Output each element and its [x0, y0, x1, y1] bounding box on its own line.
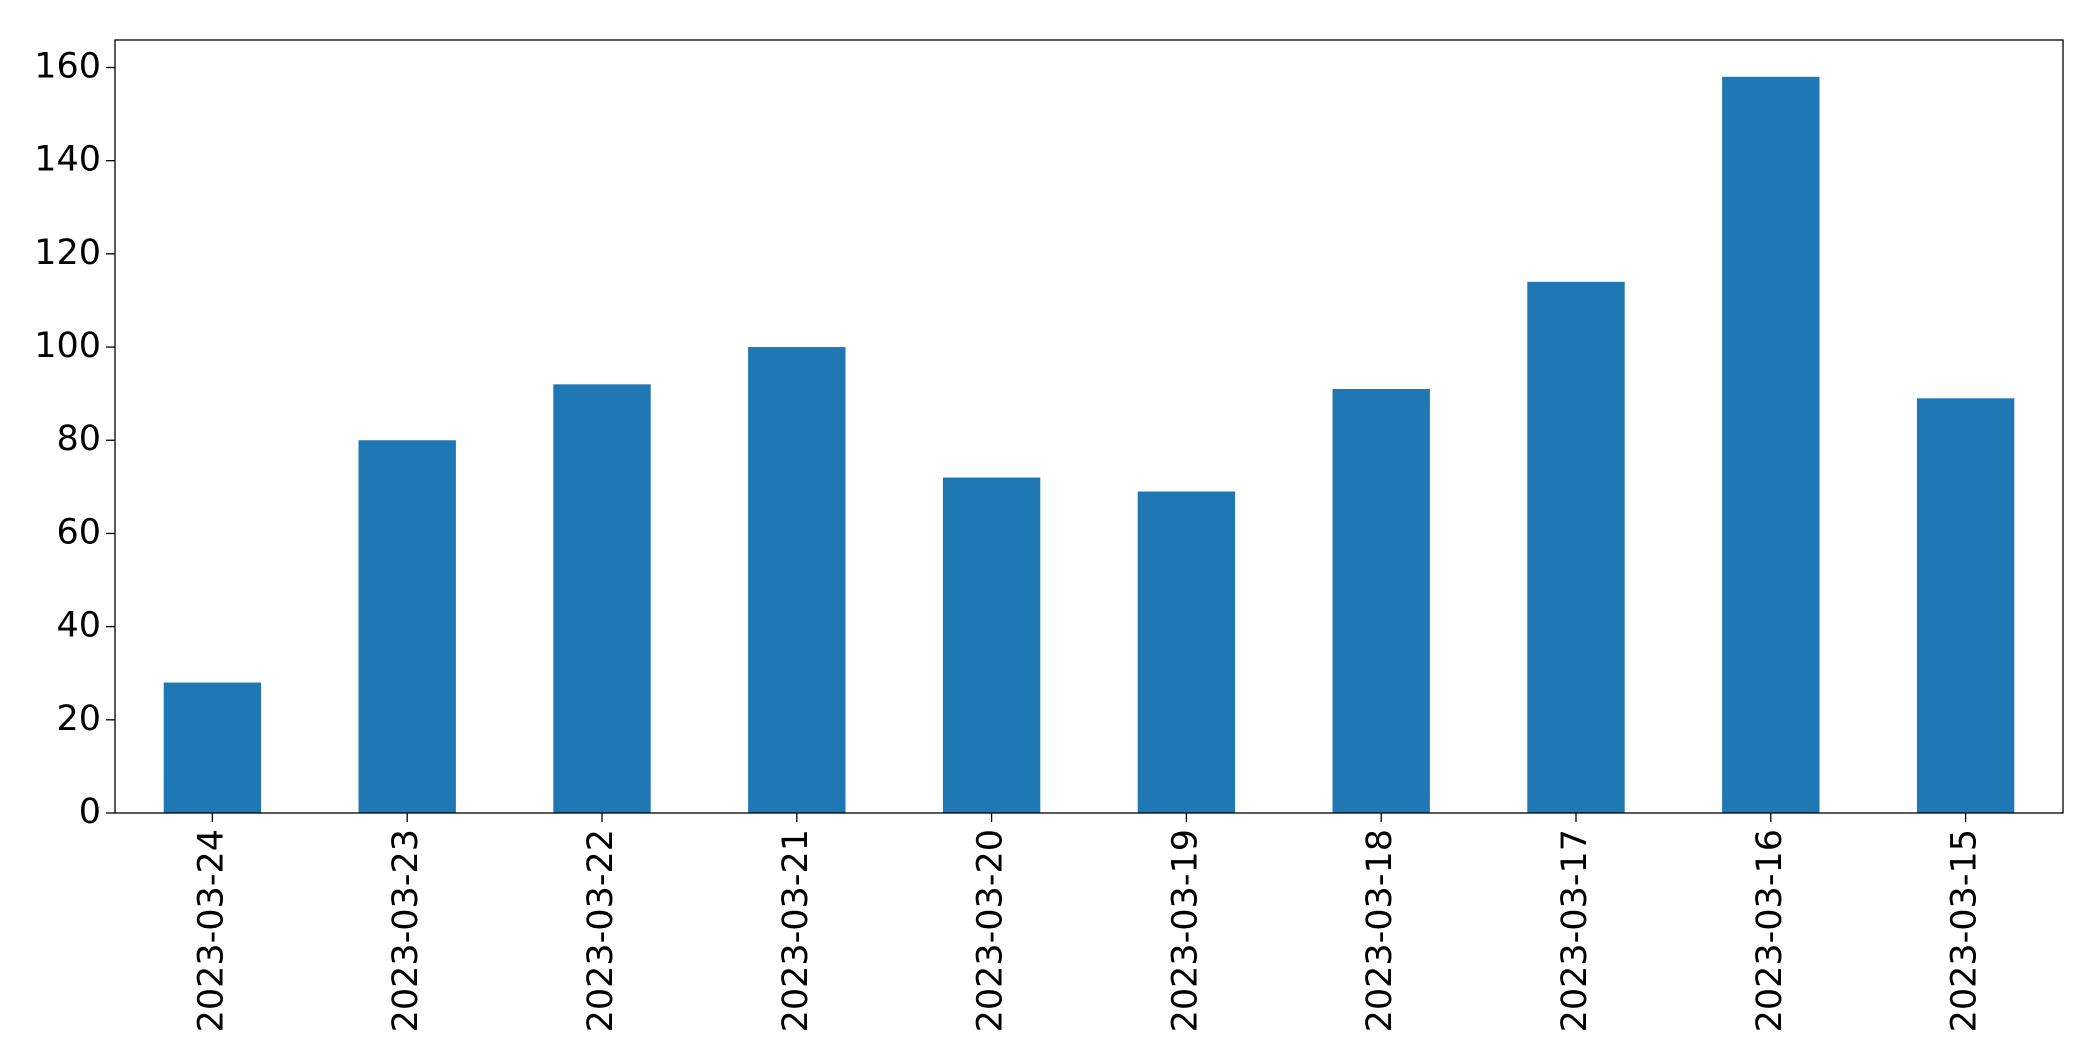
- plot-frame: [114, 39, 2064, 814]
- y-tick-label: 120: [34, 233, 101, 273]
- x-tick-label: 2023-03-23: [386, 829, 426, 1032]
- bar: [942, 477, 1041, 813]
- bar: [553, 384, 651, 813]
- bar: [748, 347, 846, 813]
- bar: [1722, 76, 1820, 814]
- x-tick-label: 2023-03-18: [1360, 829, 1400, 1032]
- y-tick-label: 160: [34, 46, 101, 86]
- x-tick-label: 2023-03-22: [581, 829, 621, 1032]
- x-tick-label: 2023-03-15: [1945, 829, 1985, 1032]
- y-tick-label: 20: [56, 699, 101, 739]
- bar: [358, 440, 456, 813]
- y-tick-label: 80: [56, 419, 101, 459]
- bar: [163, 682, 262, 813]
- bar: [1332, 388, 1430, 813]
- x-tick-label: 2023-03-20: [971, 829, 1011, 1032]
- x-tick-label: 2023-03-17: [1555, 829, 1595, 1032]
- x-tick-label: 2023-03-24: [191, 829, 231, 1032]
- y-tick-label: 0: [79, 792, 101, 832]
- bar: [1137, 491, 1236, 813]
- x-tick-label: 2023-03-21: [776, 829, 816, 1032]
- y-tick-label: 60: [56, 512, 101, 552]
- bar: [1527, 281, 1625, 813]
- x-tick-label: 2023-03-16: [1750, 829, 1790, 1032]
- y-tick-label: 40: [56, 606, 101, 646]
- bar: [1916, 398, 2015, 813]
- y-tick-label: 100: [34, 326, 101, 366]
- y-tick-label: 140: [34, 140, 101, 180]
- x-tick-label: 2023-03-19: [1165, 829, 1205, 1032]
